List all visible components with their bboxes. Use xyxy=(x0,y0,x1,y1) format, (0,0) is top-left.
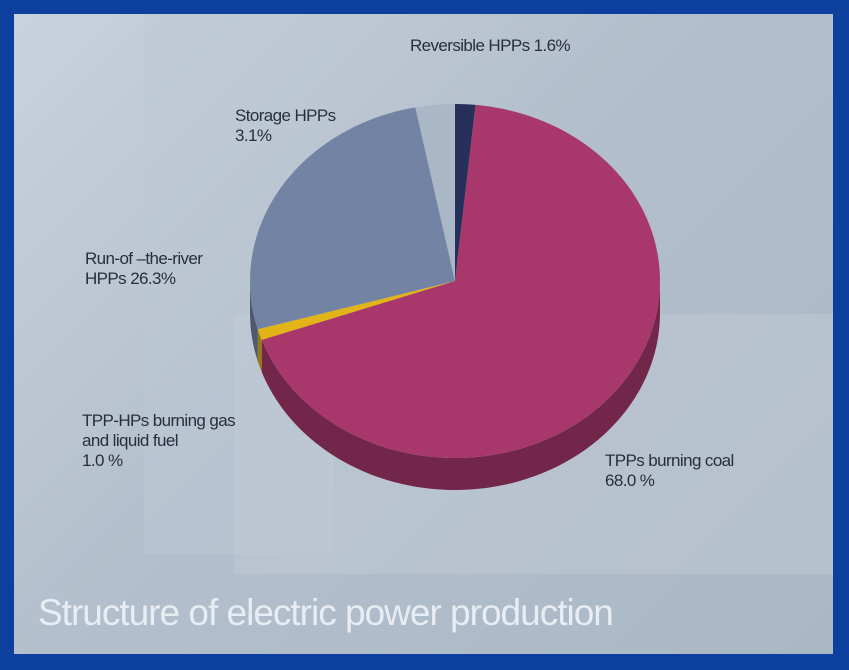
value-label: 1.6% xyxy=(533,36,571,55)
slice xyxy=(415,104,455,281)
category-label: TPPs burning coal xyxy=(605,451,734,470)
slide: Structure of electric power production R… xyxy=(14,14,833,654)
slice xyxy=(257,281,455,340)
slice-label: Storage HPPs 3.1% xyxy=(235,106,365,146)
slice-label: Run-of –the-river HPPs 26.3% xyxy=(85,249,245,289)
chart xyxy=(144,14,833,574)
value-label: 1.0 % xyxy=(82,451,123,470)
backdrop-shape xyxy=(144,14,334,554)
value-label: 26.3% xyxy=(130,269,176,288)
slice-label: TPP-HPs burning gas and liquid fuel 1.0 … xyxy=(82,411,262,471)
slice-side xyxy=(261,281,660,490)
slice-side xyxy=(257,329,262,372)
category-label: Reversible HPPs xyxy=(410,36,530,55)
value-label: 68.0 % xyxy=(605,471,655,490)
category-label: TPP-HPs burning gas and liquid fuel xyxy=(82,411,236,450)
value-label: 3.1% xyxy=(235,126,272,145)
chart-title: Structure of electric power production xyxy=(38,592,614,633)
slice xyxy=(250,107,455,330)
slice-side xyxy=(250,281,258,362)
slice-label: TPPs burning coal 68.0 % xyxy=(605,451,795,491)
category-label: Storage HPPs xyxy=(235,106,336,125)
category-label: Run-of –the-river HPPs xyxy=(85,249,203,288)
slice xyxy=(261,104,660,458)
slice-label: Reversible HPPs 1.6% xyxy=(410,36,670,56)
slice xyxy=(455,104,476,281)
